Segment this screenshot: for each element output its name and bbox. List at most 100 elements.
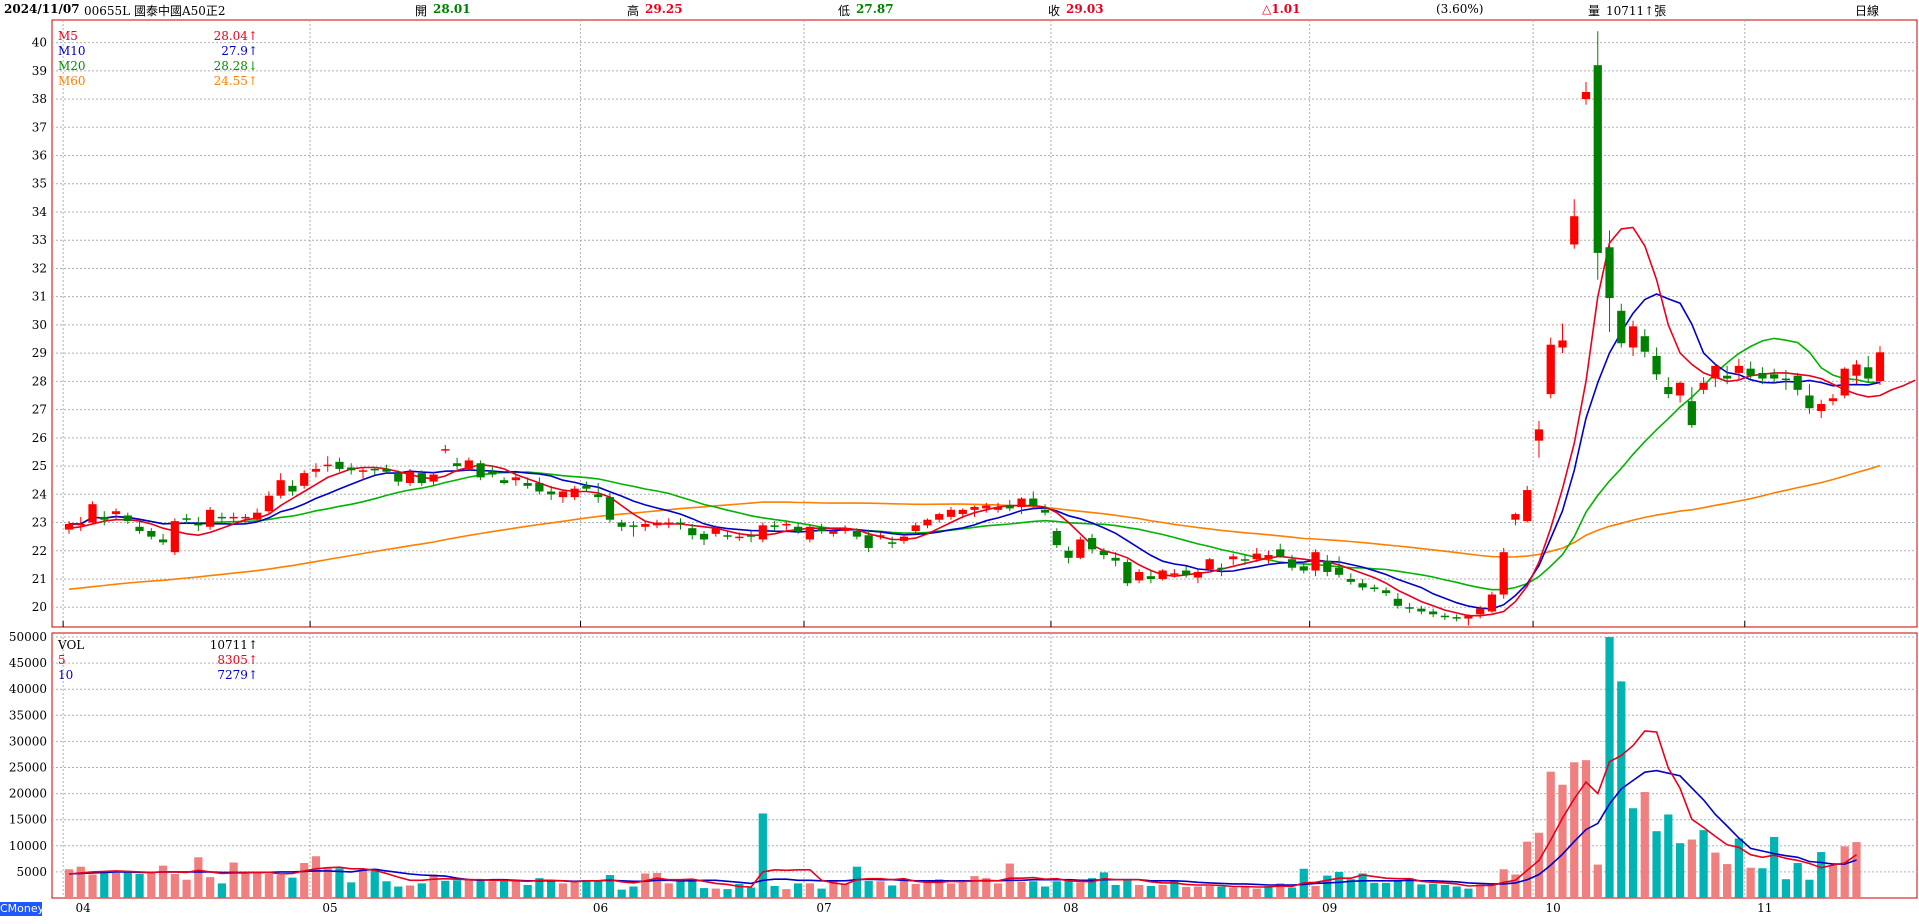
candle-up [441,449,450,451]
period-label[interactable]: 日線 [1855,4,1880,18]
price-tick-label: 33 [32,233,47,247]
month-label: 09 [1322,901,1337,915]
candle-down [1240,559,1250,561]
candle-down [723,535,732,537]
volume-bar-down [1464,888,1473,898]
candle-down [1276,549,1285,557]
legend-m60-value: 24.55↑ [213,74,258,88]
legend-vol-ma10: 10 7279↑ [58,668,258,683]
high-label: 高 [627,4,640,18]
candle-down [1864,367,1873,379]
volume-bar-up [1158,884,1167,898]
candle-up [1311,552,1320,571]
volume-bar-down [1287,887,1297,898]
candle-down [1299,566,1308,571]
candle-down [547,491,556,495]
open-label: 開 [415,4,428,18]
candle-up [300,473,309,486]
volume-bar-down [535,878,544,898]
volume-panel-frame [51,632,1918,899]
candle-down [1346,579,1355,582]
volume-bar-up [923,881,932,898]
legend-m5: M5 28.04↑ [58,29,258,44]
volume-bar-up [1276,883,1285,898]
volume-bar-up [1240,886,1250,898]
candle-up [1828,398,1838,402]
volume-bar-down [417,883,426,898]
candle-down [1217,567,1226,570]
volume-tick-label: 10000 [9,839,47,853]
volume-value: 10711↑張 [1606,4,1667,18]
volume-bar-down [100,871,109,898]
volume-bar-up [1182,887,1191,898]
candle-up [570,488,579,498]
volume-bar-down [441,880,450,898]
volume-bar-up [911,883,920,898]
volume-bar-down [382,881,391,898]
volume-bar-down [688,881,697,898]
candle-down [194,523,203,526]
candle-down [629,525,638,527]
candle-up [241,516,250,519]
candle-up [1264,555,1273,560]
legend-m60-name: M60 [58,74,86,88]
candle-down [217,516,226,519]
candle-up [1817,403,1826,412]
volume-bar-up [1252,888,1261,898]
candle-up [641,523,650,527]
candle-down [617,522,626,527]
candle-down [1123,562,1132,584]
price-tick-label: 28 [32,374,47,388]
candle-up [358,470,368,472]
volume-bar-up [429,874,438,898]
volume-bar-up [1193,886,1203,898]
candle-up [993,507,1003,510]
candle-up [511,477,520,481]
volume-bar-down [1452,886,1461,898]
legend-vol-ma5-name: 5 [58,653,66,667]
candle-up [1229,556,1238,560]
candle-up [735,536,744,539]
volume-bar-down [1770,836,1779,898]
candle-down [182,518,191,520]
m10-line [69,293,1881,610]
price-tick-label: 21 [32,572,47,586]
price-panel-frame [51,19,1918,628]
volume-bar-up [241,872,250,898]
candle-up [899,536,909,541]
legend-m10-value: 27.9↑ [221,44,258,58]
candle-up [1135,571,1144,581]
candle-up [876,535,885,537]
volume-bar-up [829,881,838,898]
candle-down [1405,607,1414,609]
volume-bar-up [276,875,285,898]
volume-bar-up [1311,885,1320,898]
candle-up [1558,340,1567,348]
volume-bar-down [1734,838,1743,898]
volume-bar-down [335,868,344,898]
volume-bar-up [206,877,215,898]
volume-bar-down [758,813,767,898]
volume-bar-down [1605,637,1614,898]
candle-down [1452,617,1461,619]
volume-bar-up [946,883,956,898]
price-tick-label: 30 [32,318,47,332]
candle-up [170,521,179,553]
candle-down [1358,583,1367,588]
volume-bar-down [1793,863,1802,898]
candle-down [605,497,615,520]
volume-bar-down [735,883,744,898]
candle-up [1205,559,1214,570]
volume-bar-up [782,889,791,898]
legend-m5-name: M5 [58,29,78,43]
volume-bar-up [1840,846,1849,898]
volume-bar-down [676,879,685,898]
change-percent: (3.60%) [1436,2,1484,16]
price-tick-label: 34 [32,205,48,219]
volume-bar-up [958,882,967,898]
candle-up [311,468,321,472]
volume-bar-up [1828,865,1838,898]
volume-bar-up [194,857,203,898]
candle-down [158,539,168,543]
